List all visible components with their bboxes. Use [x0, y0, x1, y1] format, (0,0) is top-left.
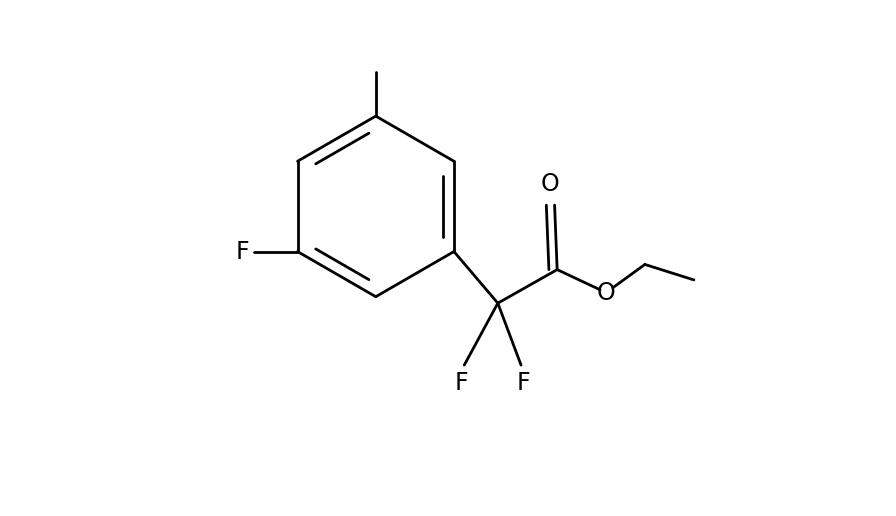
Text: F: F [517, 372, 530, 395]
Text: O: O [541, 172, 560, 196]
Text: F: F [236, 239, 250, 264]
Text: F: F [455, 372, 469, 395]
Text: O: O [597, 281, 616, 305]
